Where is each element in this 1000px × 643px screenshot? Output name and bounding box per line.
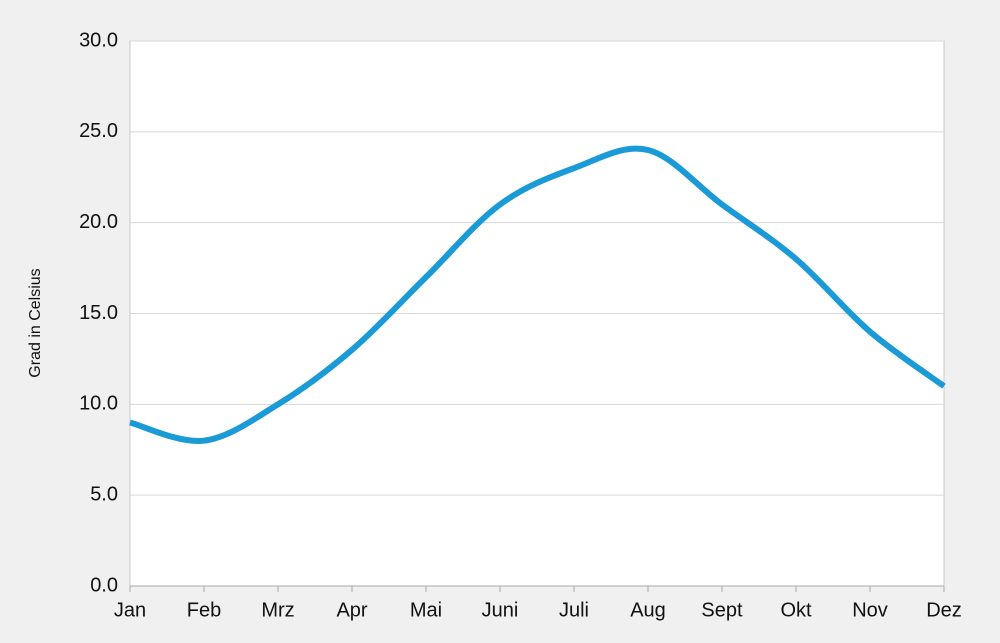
x-tick-label: Dez: [926, 599, 962, 621]
x-tick-label: Apr: [336, 599, 367, 621]
x-tick-label: Nov: [852, 599, 888, 621]
x-tick-label: Sept: [701, 599, 743, 621]
y-tick-label: 15.0: [79, 302, 118, 324]
y-tick-label: 0.0: [90, 574, 118, 596]
y-axis-label: Grad in Celsius: [27, 268, 44, 377]
x-tick-label: Jan: [114, 599, 146, 621]
y-tick-label: 30.0: [79, 29, 118, 51]
x-tick-label: Mrz: [261, 599, 294, 621]
x-tick-label: Mai: [410, 599, 442, 621]
y-tick-label: 20.0: [79, 211, 118, 233]
x-tick-label: Juni: [482, 599, 519, 621]
x-tick-label: Feb: [187, 599, 221, 621]
y-tick-label: 25.0: [79, 120, 118, 142]
y-tick-label: 5.0: [90, 483, 118, 505]
y-tick-label: 10.0: [79, 393, 118, 415]
data-line: [129, 145, 946, 444]
x-tick-label: Okt: [780, 599, 812, 621]
x-tick-label: Aug: [630, 599, 666, 621]
x-tick-label: Juli: [559, 599, 589, 621]
